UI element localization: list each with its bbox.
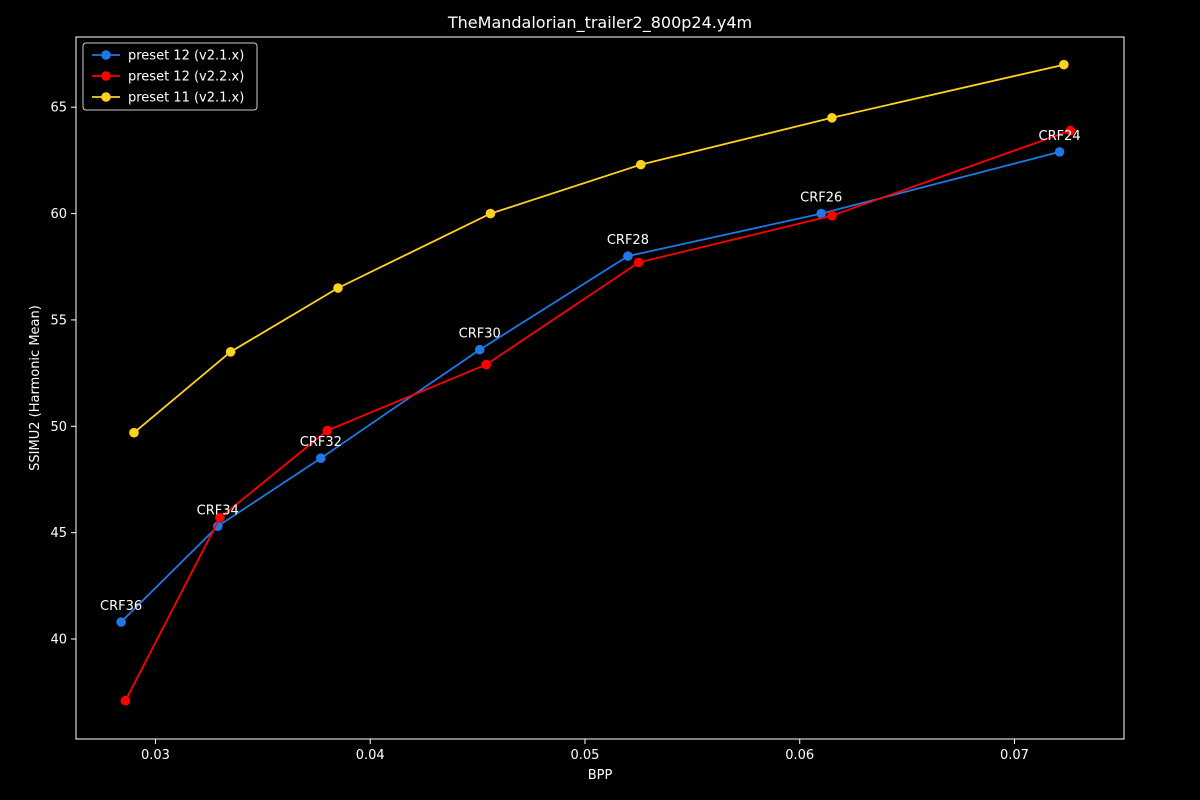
data-point <box>316 453 326 464</box>
data-point <box>633 257 644 268</box>
y-tick-label: 45 <box>50 526 67 541</box>
crf-label: CRF26 <box>800 191 842 206</box>
crf-label: CRF36 <box>100 599 142 614</box>
plot-area <box>75 36 1125 740</box>
y-tick-label: 55 <box>50 313 67 328</box>
series-2 <box>120 125 1076 706</box>
y-axis-ticks: 40 45 50 55 60 65 <box>50 101 76 648</box>
crf-label: CRF34 <box>197 503 239 518</box>
series-layer <box>116 59 1076 706</box>
data-point <box>474 344 485 355</box>
legend-marker <box>101 92 111 102</box>
crf-annotations: CRF36 CRF34 CRF32 CRF30 CRF28 CRF26 CRF24 <box>100 129 1081 614</box>
data-point <box>1054 147 1065 157</box>
legend-item: preset 12 (v2.2.x) <box>92 70 244 85</box>
x-tick-label: 0.05 <box>570 748 599 763</box>
crf-label: CRF32 <box>300 435 342 450</box>
x-tick-label: 0.06 <box>785 748 814 763</box>
data-point <box>1059 59 1069 70</box>
y-tick-label: 65 <box>50 101 67 116</box>
data-point <box>485 208 496 219</box>
legend: preset 12 (v2.1.x) preset 12 (v2.2.x) pres… <box>82 42 258 111</box>
legend-label: preset 12 (v2.1.x) <box>128 49 244 64</box>
x-tick-label: 0.04 <box>356 748 385 763</box>
data-point <box>225 347 236 357</box>
legend-label: preset 12 (v2.2.x) <box>128 70 244 85</box>
x-tick-label: 0.03 <box>141 748 170 763</box>
data-point <box>120 695 131 706</box>
crf-label: CRF24 <box>1039 129 1081 144</box>
y-tick-label: 50 <box>50 420 67 435</box>
series-1 <box>116 147 1065 627</box>
data-point <box>636 159 646 170</box>
data-point <box>623 251 633 261</box>
y-tick-label: 40 <box>50 633 67 648</box>
data-point <box>827 210 837 221</box>
legend-marker <box>101 50 111 60</box>
data-point <box>827 113 837 123</box>
data-point <box>1065 125 1076 136</box>
crf-label: CRF30 <box>459 327 501 342</box>
data-point <box>322 425 333 436</box>
data-point <box>333 283 343 293</box>
data-point <box>215 512 225 523</box>
x-axis-title: BPP <box>588 768 613 783</box>
y-tick-label: 60 <box>50 207 67 222</box>
x-axis-ticks: 0.03 0.04 0.05 0.06 0.07 <box>141 739 1029 763</box>
data-point <box>816 208 826 219</box>
chart-title: TheMandalorian_trailer2_800p24.y4m <box>447 13 752 33</box>
series-3 <box>129 59 1069 438</box>
plot-frame <box>75 36 1125 740</box>
legend-label: preset 11 (v2.1.x) <box>128 91 244 106</box>
data-point <box>481 359 491 370</box>
y-axis-title: SSIMU2 (Harmonic Mean) <box>28 305 43 471</box>
legend-box <box>82 42 258 111</box>
data-point <box>212 521 223 532</box>
legend-item: preset 11 (v2.1.x) <box>92 91 244 106</box>
legend-marker <box>101 71 111 81</box>
data-point <box>129 427 139 438</box>
legend-item: preset 12 (v2.1.x) <box>92 49 244 64</box>
data-point <box>116 617 126 627</box>
x-tick-label: 0.07 <box>1000 748 1029 763</box>
crf-label: CRF28 <box>607 233 649 248</box>
